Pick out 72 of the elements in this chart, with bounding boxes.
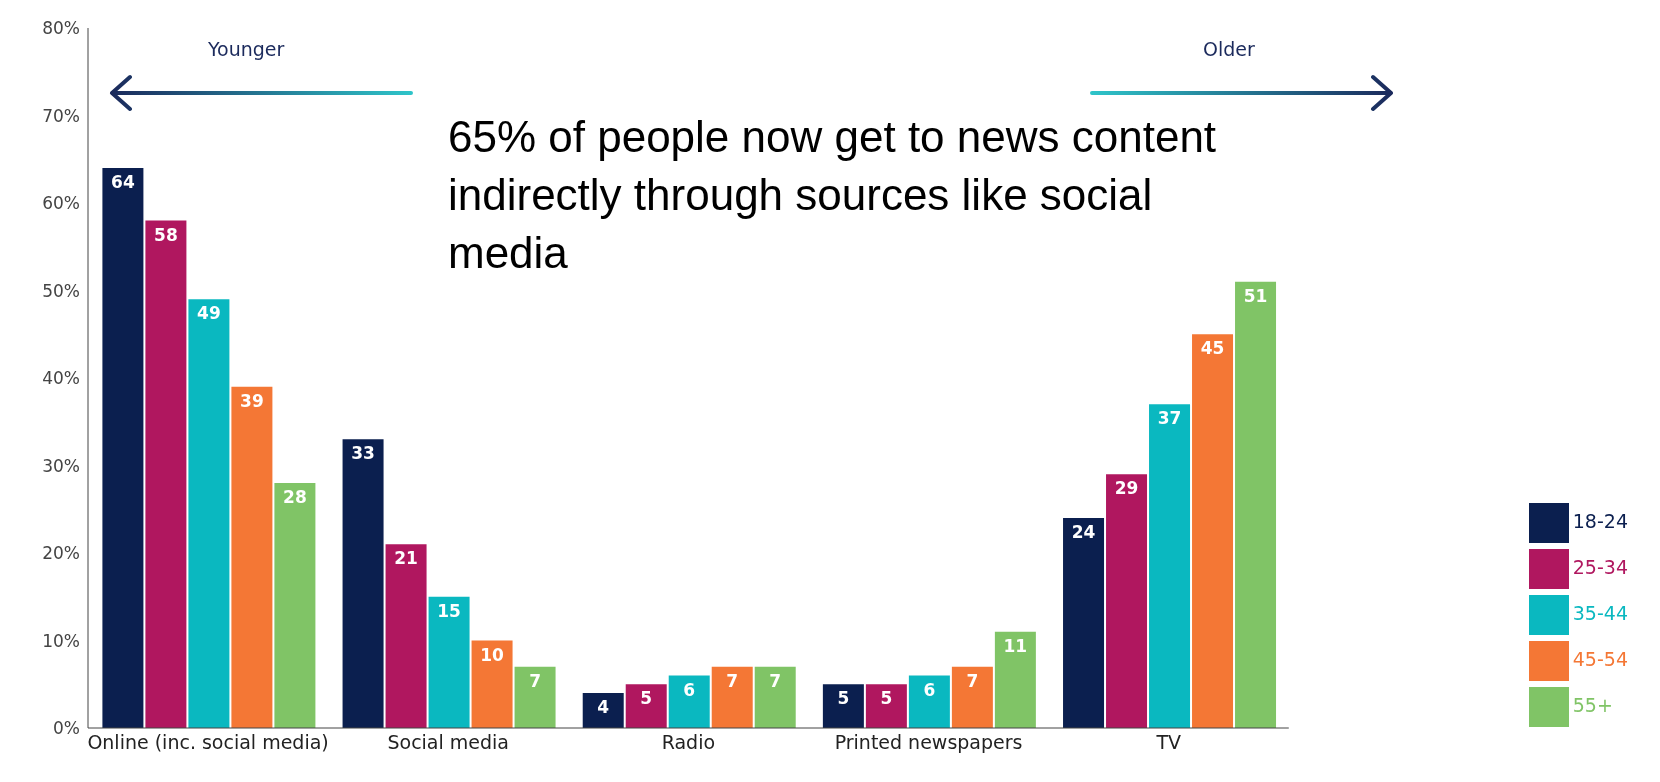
bar — [1192, 334, 1234, 728]
data-label: 51 — [1243, 285, 1268, 306]
y-tick-label: 70% — [42, 105, 80, 126]
x-tick-label: TV — [1155, 731, 1182, 754]
data-label: 49 — [197, 303, 221, 324]
y-tick-label: 40% — [42, 368, 80, 389]
bar — [625, 684, 667, 728]
bar — [1106, 474, 1148, 728]
data-label: 6 — [923, 679, 936, 700]
data-label: 4 — [597, 697, 610, 718]
bar — [1235, 281, 1277, 728]
bar — [1149, 404, 1191, 728]
bar — [865, 684, 907, 728]
data-label: 64 — [111, 172, 135, 193]
bar — [754, 666, 796, 728]
bar — [951, 666, 993, 728]
bar — [471, 640, 513, 728]
data-label: 21 — [394, 548, 418, 569]
legend-label: 55+ — [1572, 694, 1613, 716]
y-tick-label: 0% — [53, 718, 80, 739]
y-tick-label: 30% — [42, 455, 80, 476]
data-label: 29 — [1114, 478, 1139, 499]
y-tick-label: 20% — [42, 543, 80, 564]
data-label: 5 — [837, 688, 850, 709]
data-label: 58 — [154, 224, 178, 245]
annotation: Younger — [208, 38, 285, 60]
data-label: 6 — [683, 679, 696, 700]
bar — [188, 299, 230, 728]
data-label: 7 — [966, 670, 979, 691]
bar — [428, 596, 470, 728]
data-label: 15 — [437, 600, 461, 621]
data-label: 24 — [1071, 522, 1096, 543]
data-label: 11 — [1003, 635, 1028, 656]
bar — [385, 544, 427, 728]
annotation: Older — [1203, 38, 1255, 60]
x-tick-label: Social media — [387, 731, 510, 754]
y-tick-label: 10% — [42, 630, 80, 651]
bar — [231, 386, 273, 728]
data-label: 45 — [1200, 338, 1225, 359]
data-label: 5 — [880, 688, 893, 709]
bar — [342, 439, 384, 728]
data-label: 10 — [480, 644, 505, 665]
data-label: 28 — [283, 487, 307, 508]
data-label: 7 — [529, 670, 541, 691]
x-tick-label: Radio — [661, 731, 716, 754]
x-tick-label: Printed newspapers — [834, 731, 1023, 754]
annotation: 65% of people now get to news content indirectly through sources like social media — [448, 111, 1218, 279]
bar — [711, 666, 753, 728]
bar — [274, 483, 316, 728]
bar — [994, 631, 1036, 728]
bar — [908, 675, 950, 728]
data-label: 33 — [351, 443, 375, 464]
bar — [145, 220, 187, 728]
y-tick-label: 60% — [42, 193, 80, 214]
legend-label: 25-34 — [1572, 556, 1628, 578]
bar — [582, 693, 624, 728]
data-label: 7 — [726, 670, 739, 691]
data-label: 5 — [640, 688, 653, 709]
bar — [1063, 518, 1105, 728]
legend-label: 45-54 — [1572, 648, 1628, 670]
bar — [514, 666, 556, 728]
data-label: 39 — [240, 390, 264, 411]
bar — [668, 675, 710, 728]
data-label: 7 — [769, 670, 782, 691]
legend-label: 35-44 — [1572, 602, 1628, 624]
bar — [822, 684, 864, 728]
x-tick-label: Online (inc. social media) — [87, 731, 329, 754]
y-tick-label: 50% — [42, 280, 80, 301]
legend-label: 18-24 — [1572, 510, 1628, 532]
y-tick-label: 80% — [42, 18, 80, 39]
bar — [102, 168, 144, 728]
data-label: 37 — [1157, 408, 1182, 429]
